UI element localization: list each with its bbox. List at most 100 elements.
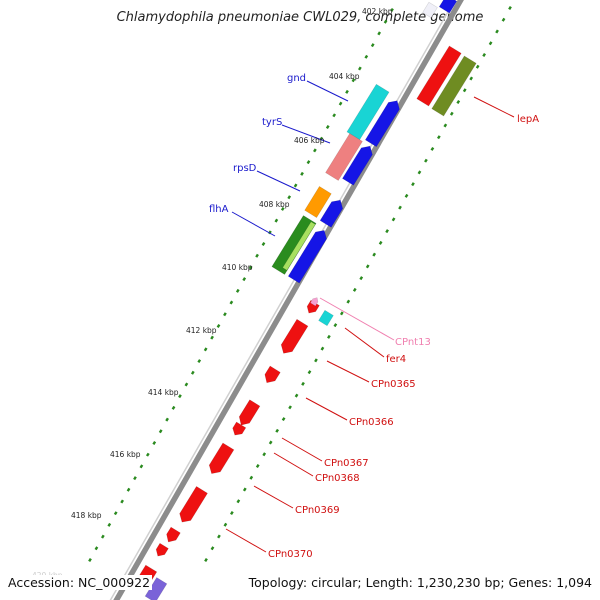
gene-label-CPn0370[interactable]: CPn0370 <box>268 549 313 560</box>
guide-dot-inner <box>242 277 247 282</box>
guide-dot-inner <box>94 546 99 551</box>
guide-dot-outer <box>346 299 351 304</box>
tick-label: 408 kbp <box>259 200 290 209</box>
gene-label-gnd[interactable]: gnd <box>287 73 306 84</box>
leader-CPnt13 <box>319 297 395 341</box>
gene-feature-blue-1 <box>364 100 400 148</box>
guide-dot-outer <box>242 487 247 492</box>
guide-dot-outer <box>436 135 441 140</box>
leader-flhA <box>231 211 276 237</box>
tick-label: 418 kbp <box>71 511 102 520</box>
guide-dot-inner <box>184 382 189 387</box>
gene-feature-blue-4 <box>287 229 327 284</box>
guide-dot-outer <box>398 205 402 210</box>
guide-dot-inner <box>126 487 131 492</box>
guide-dot-outer <box>449 111 454 116</box>
guide-dot-outer <box>495 29 499 34</box>
guide-dot-inner <box>223 312 227 317</box>
gene-feature-CPn0370 <box>179 486 208 523</box>
guide-dot-outer <box>236 499 241 504</box>
guide-dot-inner <box>370 43 375 48</box>
guide-dot-inner <box>165 417 169 422</box>
tick-label: 416 kbp <box>110 450 141 459</box>
guide-dot-outer <box>365 264 370 269</box>
guide-dot-outer <box>275 428 280 433</box>
guide-dot-outer <box>391 217 396 222</box>
guide-dot-inner <box>345 89 349 94</box>
tick-label: 404 kbp <box>329 72 360 81</box>
gene-feature-top-blue <box>438 0 458 14</box>
dotted-guide-rings <box>88 6 512 562</box>
gene-feature-CPn0368 <box>232 421 247 436</box>
gene-feature-blue-2 <box>342 145 373 186</box>
guide-dot-outer <box>255 464 260 469</box>
guide-dot-inner <box>190 370 195 375</box>
gene-label-flhA[interactable]: flhA <box>209 204 229 215</box>
gene-feature-cyan-small <box>318 309 334 327</box>
gene-feature-lepA <box>431 55 477 117</box>
gene-label-CPnt13[interactable]: CPnt13 <box>395 337 431 348</box>
tick-label: 414 kbp <box>148 388 179 397</box>
guide-dot-outer <box>249 475 254 480</box>
guide-dot-inner <box>152 440 157 445</box>
guide-dot-outer <box>469 76 474 81</box>
guide-dot-outer <box>217 534 221 539</box>
gene-label-fer4[interactable]: fer4 <box>386 354 406 365</box>
guide-dot-inner <box>261 242 266 247</box>
gene-feature-CPn0367 <box>238 399 261 426</box>
guide-dot-inner <box>377 31 382 36</box>
guide-dot-inner <box>113 511 118 516</box>
tick-label: 412 kbp <box>186 326 217 335</box>
guide-dot-outer <box>223 522 228 527</box>
gene-label-rpsD[interactable]: rpsD <box>233 163 257 174</box>
gene-feature-CPn0369 <box>208 442 235 474</box>
guide-dot-outer <box>456 99 461 104</box>
guide-dot-inner <box>171 405 176 410</box>
tick-label: 406 kbp <box>294 136 325 145</box>
tick-label: 410 kbp <box>222 263 253 272</box>
gene-label-CPn0366[interactable]: CPn0366 <box>349 417 394 428</box>
guide-dot-outer <box>281 417 286 422</box>
guide-dot-outer <box>307 370 312 375</box>
guide-dot-outer <box>462 88 467 93</box>
leader-lepA <box>473 96 515 118</box>
leader-CPn0366 <box>305 397 348 421</box>
genome-summary-text: Topology: circular; Length: 1,230,230 bp… <box>246 575 594 590</box>
accession-text: Accession: NC_000922 <box>6 575 153 590</box>
guide-dot-outer <box>320 346 325 351</box>
gene-feature-top-white <box>422 1 438 19</box>
gene-label-CPn0365[interactable]: CPn0365 <box>371 379 416 390</box>
guide-dot-outer <box>501 17 506 22</box>
guide-dot-inner <box>203 347 208 352</box>
guide-dot-outer <box>430 146 435 151</box>
guide-dot-inner <box>229 300 234 305</box>
gene-feature-CPnt13 <box>309 297 319 307</box>
guide-dot-inner <box>100 534 105 539</box>
guide-dot-outer <box>378 240 383 245</box>
gene-label-lepA[interactable]: lepA <box>517 114 539 125</box>
guide-dot-inner <box>107 522 112 527</box>
backbone-highlight <box>109 0 456 600</box>
gene-feature-red-small-b <box>155 542 169 557</box>
guide-dot-inner <box>358 66 362 71</box>
gene-label-tyrS[interactable]: tyrS <box>262 117 282 128</box>
guide-dot-inner <box>139 464 144 469</box>
gene-feature-CPn0365 <box>280 318 309 354</box>
guide-dot-inner <box>383 19 388 24</box>
guide-dot-inner <box>287 195 292 200</box>
gene-feature-rpsD <box>304 185 332 219</box>
gene-label-CPn0367[interactable]: CPn0367 <box>324 458 369 469</box>
gene-label-CPn0368[interactable]: CPn0368 <box>315 473 360 484</box>
label-leader-lines <box>225 80 515 553</box>
guide-dot-inner <box>88 558 92 562</box>
guide-dot-outer <box>268 440 273 445</box>
guide-dot-inner <box>210 335 214 340</box>
guide-dot-inner <box>300 171 304 176</box>
tick-labels: 402 kbp 404 kbp 406 kbp 408 kbp 410 kbp … <box>32 7 393 580</box>
guide-dot-inner <box>351 78 356 83</box>
guide-dot-inner <box>235 288 240 293</box>
guide-dot-inner <box>325 125 330 130</box>
guide-dot-outer <box>339 311 344 316</box>
gene-label-CPn0369[interactable]: CPn0369 <box>295 505 340 516</box>
